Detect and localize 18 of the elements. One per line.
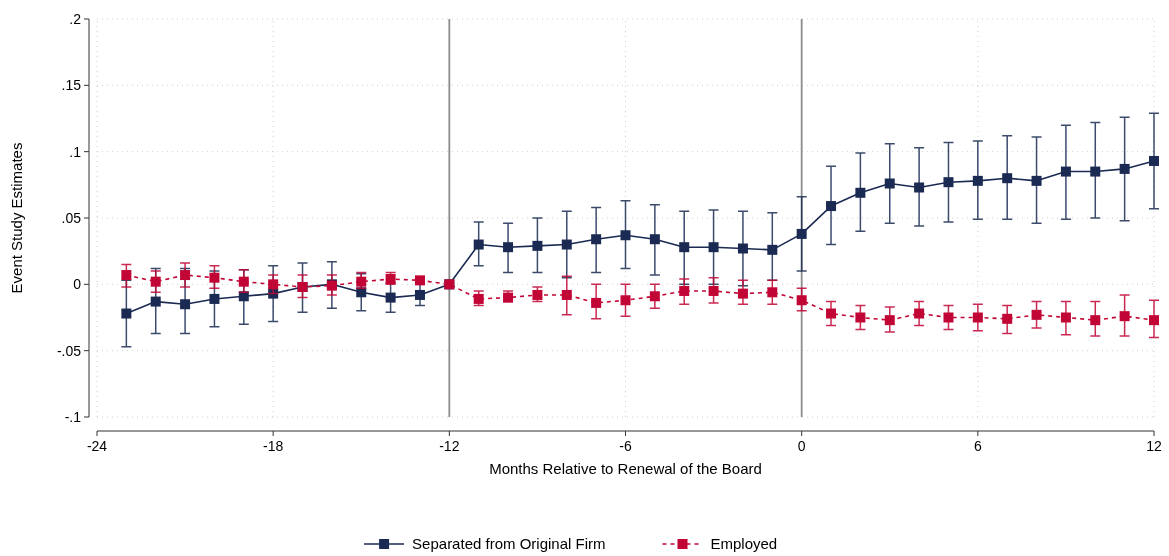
- x-tick-label: -24: [86, 438, 108, 454]
- y-tick-label: .1: [69, 143, 82, 160]
- legend-label: Employed: [710, 535, 778, 553]
- y-tick-label: -.05: [56, 342, 82, 359]
- x-tick-label: 12: [1146, 438, 1162, 454]
- x-tick-label: 6: [973, 438, 982, 454]
- x-tick-label: 0: [797, 438, 806, 454]
- x-tick-label: -12: [439, 438, 460, 454]
- x-tick-label: -6: [619, 438, 632, 454]
- y-tick-label: -.1: [64, 408, 82, 425]
- y-axis-title: Event Study Estimates: [8, 142, 25, 294]
- y-tick-label: .15: [61, 77, 82, 94]
- y-tick-label: .2: [69, 10, 82, 27]
- y-tick-label: .05: [61, 209, 82, 226]
- x-tick-label: -18: [263, 438, 284, 454]
- x-axis-title: Months Relative to Renewal of the Board: [489, 460, 762, 477]
- legend-label: Separated from Original Firm: [412, 535, 606, 553]
- y-tick-label: 0: [73, 276, 82, 293]
